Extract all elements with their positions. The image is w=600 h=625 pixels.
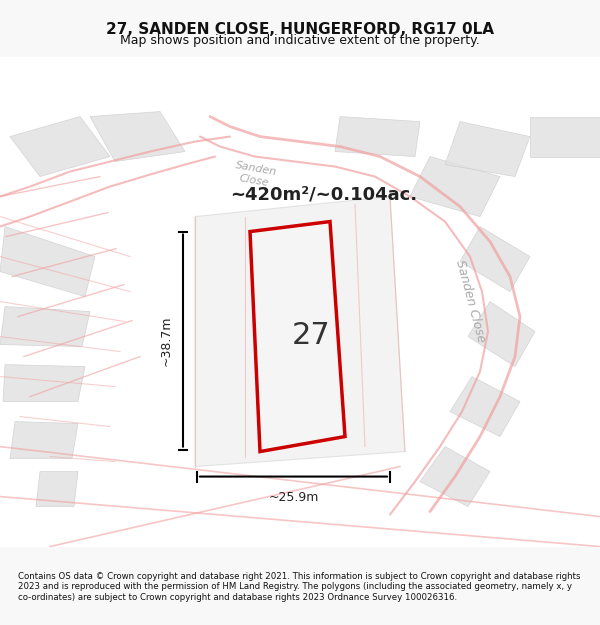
Polygon shape bbox=[460, 226, 530, 291]
Polygon shape bbox=[468, 301, 535, 366]
Polygon shape bbox=[420, 446, 490, 506]
Polygon shape bbox=[0, 306, 90, 346]
Polygon shape bbox=[36, 471, 78, 506]
Text: 27: 27 bbox=[292, 321, 331, 350]
Text: Map shows position and indicative extent of the property.: Map shows position and indicative extent… bbox=[120, 34, 480, 48]
Text: Sanden
Close: Sanden Close bbox=[232, 160, 278, 189]
Polygon shape bbox=[195, 196, 405, 466]
Text: Contains OS data © Crown copyright and database right 2021. This information is : Contains OS data © Crown copyright and d… bbox=[18, 572, 581, 602]
Polygon shape bbox=[445, 121, 530, 176]
Polygon shape bbox=[0, 226, 95, 296]
Polygon shape bbox=[90, 111, 185, 161]
Polygon shape bbox=[335, 116, 420, 156]
Text: ~25.9m: ~25.9m bbox=[268, 491, 319, 504]
Text: ~420m²/~0.104ac.: ~420m²/~0.104ac. bbox=[230, 186, 417, 204]
Text: Sanden Close: Sanden Close bbox=[453, 259, 487, 344]
Text: 27, SANDEN CLOSE, HUNGERFORD, RG17 0LA: 27, SANDEN CLOSE, HUNGERFORD, RG17 0LA bbox=[106, 22, 494, 37]
Polygon shape bbox=[450, 376, 520, 436]
Polygon shape bbox=[410, 156, 500, 216]
Polygon shape bbox=[3, 364, 85, 401]
Polygon shape bbox=[10, 116, 110, 176]
Polygon shape bbox=[530, 116, 600, 156]
Polygon shape bbox=[10, 421, 78, 459]
Text: ~38.7m: ~38.7m bbox=[160, 315, 173, 366]
Polygon shape bbox=[250, 221, 345, 451]
